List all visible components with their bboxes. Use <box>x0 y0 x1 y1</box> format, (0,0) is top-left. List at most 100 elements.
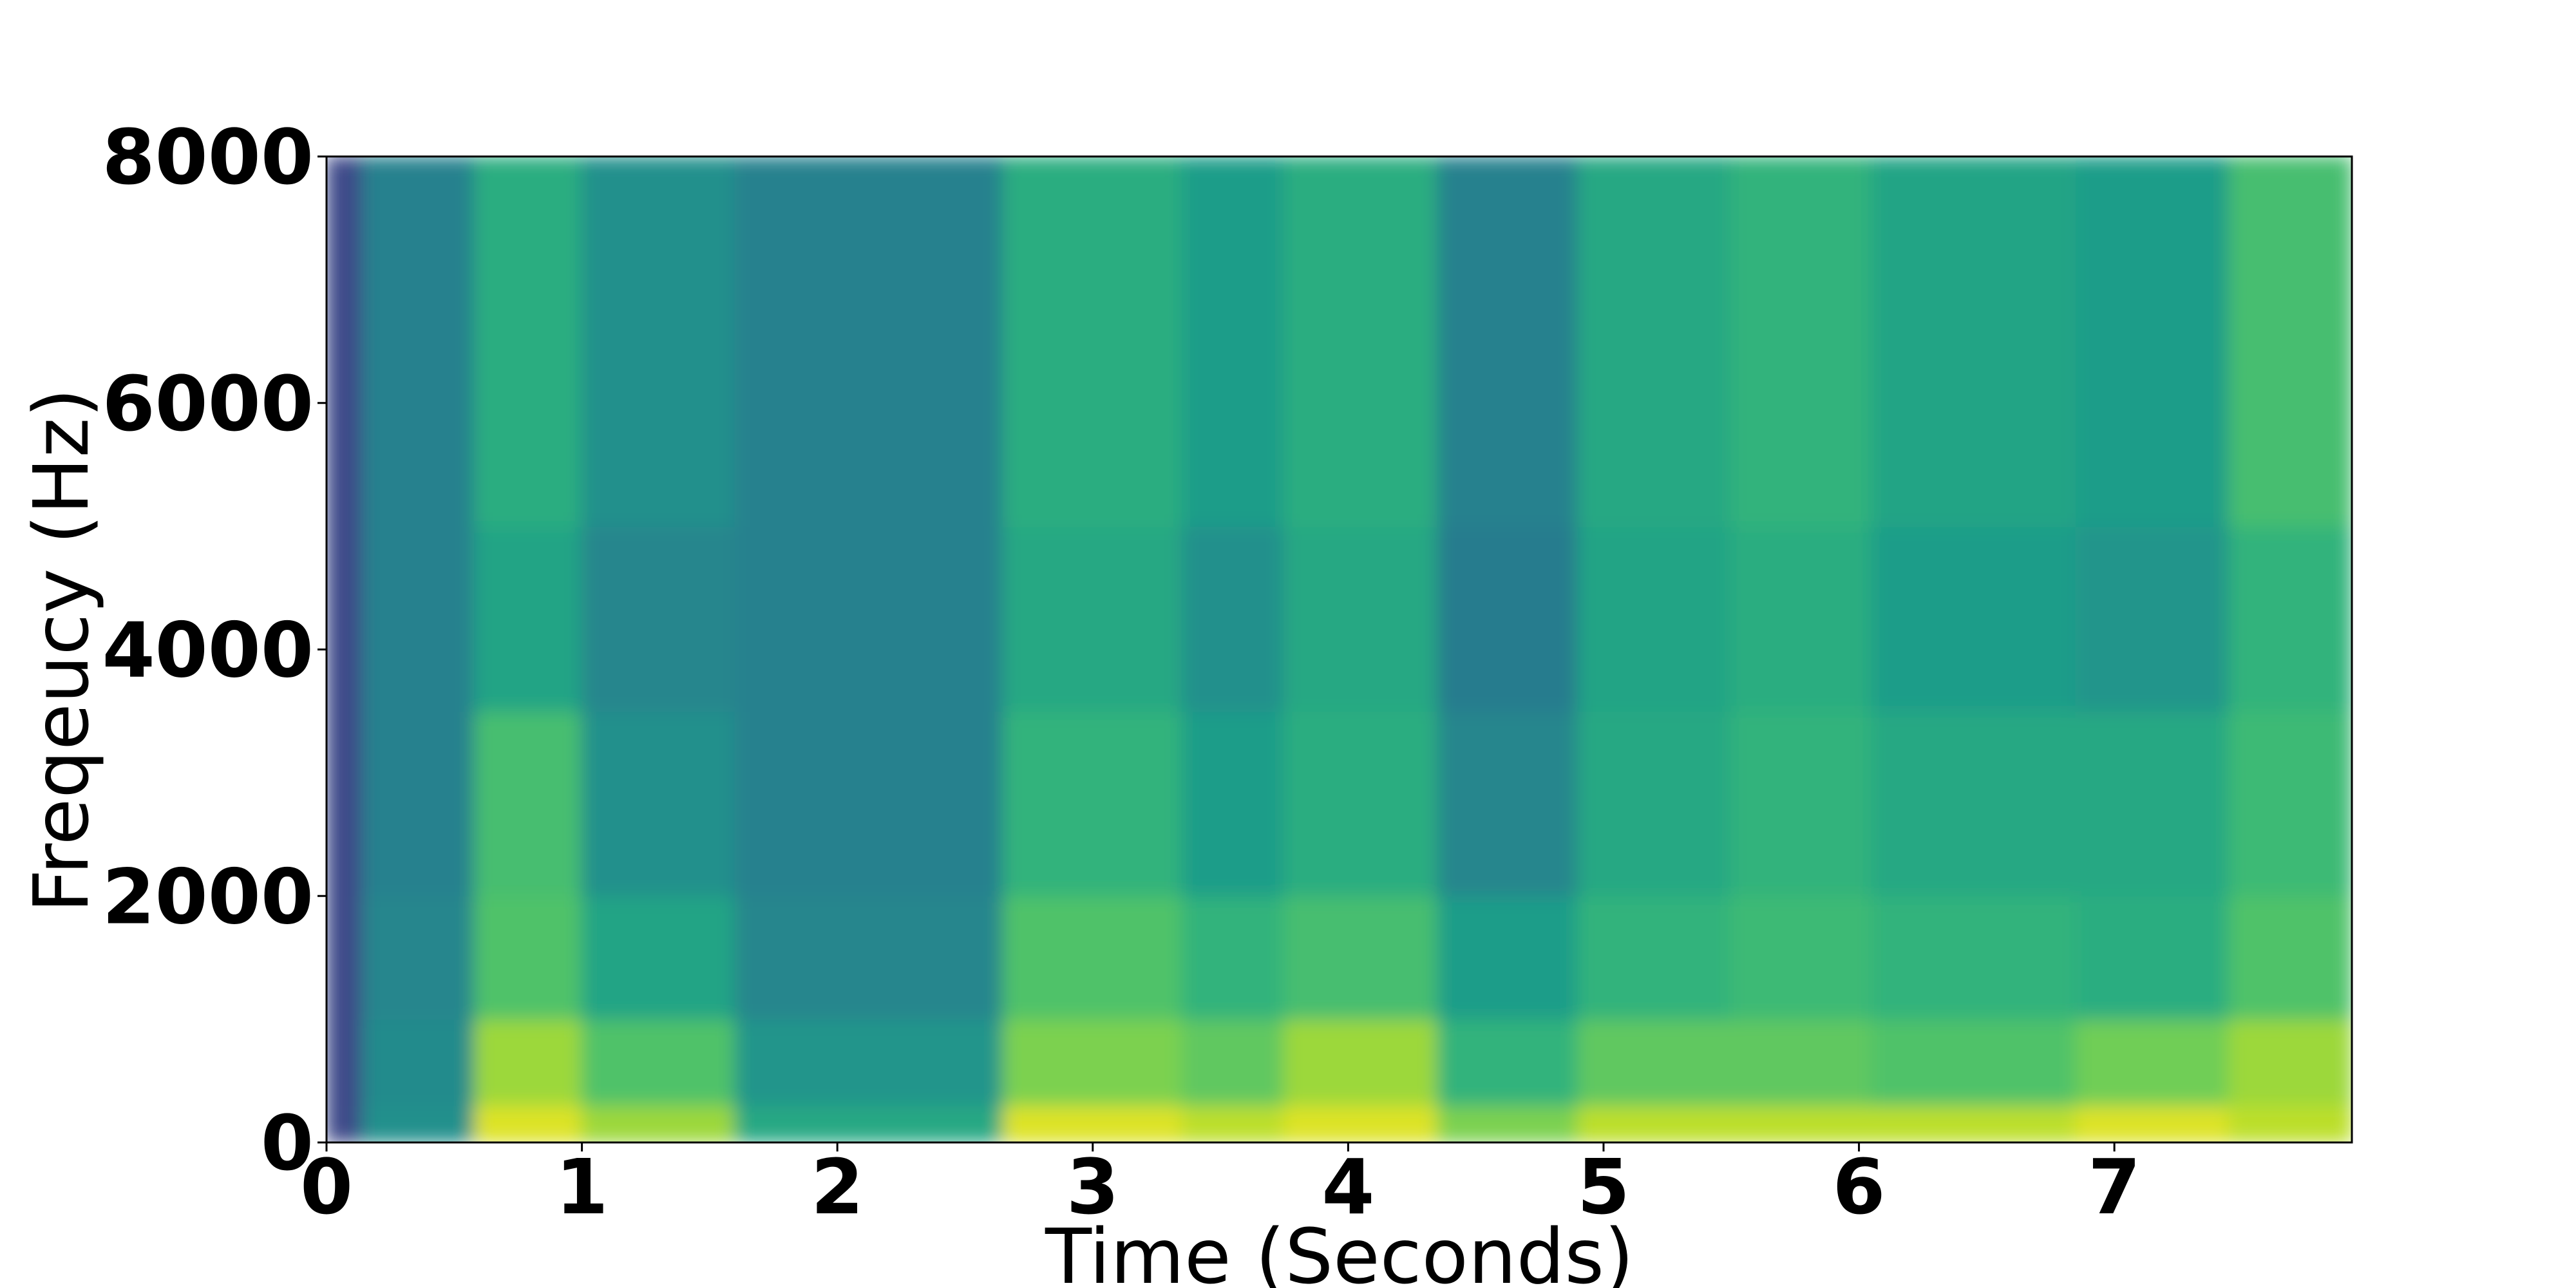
spectrogram-cell <box>1577 1104 1732 1142</box>
spectrogram-cell <box>1871 895 2077 1020</box>
spectrogram-cell <box>1181 710 1285 897</box>
spectrogram-cell <box>1437 710 1579 897</box>
spectrogram-cell <box>734 1104 1004 1142</box>
spectrogram-cell <box>1283 156 1439 527</box>
spectrogram-cell <box>327 526 363 712</box>
y-tick-label: 6000 <box>102 359 314 448</box>
spectrogram-cell <box>1181 1018 1285 1106</box>
spectrogram-cell <box>1283 1104 1439 1142</box>
spectrogram-cell <box>474 1018 583 1106</box>
spectrogram-cell <box>2228 526 2352 712</box>
spectrogram-cell <box>581 895 736 1020</box>
spectrogram-cell <box>1002 1018 1183 1106</box>
spectrogram-cell <box>327 710 363 897</box>
x-tick-label: 7 <box>2088 1142 2141 1231</box>
spectrogram-cell <box>1002 895 1183 1020</box>
spectrogram-cell <box>1871 710 2077 897</box>
spectrogram-cell <box>1283 1018 1439 1106</box>
spectrogram-cell <box>327 1018 363 1106</box>
spectrogram <box>327 156 2352 1142</box>
spectrogram-cell <box>361 1018 476 1106</box>
y-tick-label: 8000 <box>102 113 314 202</box>
spectrogram-cell <box>1002 1104 1183 1142</box>
spectrogram-cell <box>1002 710 1183 897</box>
x-tick-label: 6 <box>1833 1142 1886 1231</box>
spectrogram-cell <box>1577 710 1732 897</box>
spectrogram-cell <box>1181 526 1285 712</box>
spectrogram-cell <box>2228 710 2352 897</box>
spectrogram-cell <box>2075 526 2230 712</box>
spectrogram-cell <box>734 1018 1004 1106</box>
spectrogram-cell <box>1002 156 1183 527</box>
spectrogram-cell <box>581 156 736 527</box>
spectrogram-cell <box>1437 895 1579 1020</box>
spectrogram-cell <box>2075 156 2230 527</box>
spectrogram-cell <box>1730 526 1873 712</box>
spectrogram-cell <box>734 156 1004 527</box>
spectrogram-cell <box>1437 1018 1579 1106</box>
spectrogram-cell <box>581 526 736 712</box>
spectrogram-cell <box>1181 1104 1285 1142</box>
spectrogram-cells <box>327 156 2352 1142</box>
spectrogram-cell <box>327 156 363 527</box>
spectrogram-cell <box>474 156 583 527</box>
spectrogram-cell <box>361 1104 476 1142</box>
spectrogram-cell <box>474 1104 583 1142</box>
spectrogram-cell <box>1181 156 1285 527</box>
y-axis-label: Freqeucy (Hz) <box>17 388 106 913</box>
spectrogram-cell <box>1437 156 1579 527</box>
x-tick-label: 4 <box>1321 1142 1374 1231</box>
spectrogram-cell <box>734 895 1004 1020</box>
spectrogram-cell <box>1730 1104 1873 1142</box>
spectrogram-cell <box>2075 1104 2230 1142</box>
spectrogram-cell <box>1871 156 2077 527</box>
y-tick-label: 4000 <box>102 606 314 695</box>
spectrogram-cell <box>1577 156 1732 527</box>
spectrogram-cell <box>1577 1018 1732 1106</box>
spectrogram-cell <box>2075 895 2230 1020</box>
spectrogram-cell <box>1181 895 1285 1020</box>
spectrogram-cell <box>1730 156 1873 527</box>
x-tick-label: 3 <box>1066 1142 1119 1231</box>
y-tick-label: 0 <box>261 1099 314 1188</box>
spectrogram-cell <box>2075 710 2230 897</box>
spectrogram-cell <box>1871 526 2077 712</box>
spectrogram-cell <box>581 1018 736 1106</box>
spectrogram-cell <box>1283 526 1439 712</box>
spectrogram-cell <box>2228 156 2352 527</box>
spectrogram-cell <box>2075 1018 2230 1106</box>
spectrogram-cell <box>474 526 583 712</box>
spectrogram-cell <box>1002 526 1183 712</box>
spectrogram-cell <box>1437 1104 1579 1142</box>
spectrogram-cell <box>1871 1104 2077 1142</box>
spectrogram-cell <box>734 526 1004 712</box>
spectrogram-cell <box>474 710 583 897</box>
spectrogram-cell <box>2228 1018 2352 1106</box>
spectrogram-cell <box>361 156 476 527</box>
spectrogram-cell <box>1730 710 1873 897</box>
spectrogram-cell <box>1871 1018 2077 1106</box>
spectrogram-cell <box>734 710 1004 897</box>
y-tick-label: 2000 <box>102 852 314 941</box>
spectrogram-cell <box>2228 895 2352 1020</box>
x-axis-label: Time (Seconds) <box>1045 1212 1634 1288</box>
spectrogram-cell <box>361 710 476 897</box>
spectrogram-cell <box>327 895 363 1020</box>
spectrogram-cell <box>2228 1104 2352 1142</box>
spectrogram-cell <box>1283 895 1439 1020</box>
spectrogram-cell <box>1577 526 1732 712</box>
spectrogram-cell <box>361 895 476 1020</box>
x-tick-label: 5 <box>1577 1142 1630 1231</box>
spectrogram-cell <box>361 526 476 712</box>
spectrogram-cell <box>1577 895 1732 1020</box>
spectrogram-cell <box>581 1104 736 1142</box>
spectrogram-cell <box>474 895 583 1020</box>
spectrogram-cell <box>581 710 736 897</box>
x-tick-label: 1 <box>556 1142 609 1231</box>
spectrogram-cell <box>327 1104 363 1142</box>
spectrogram-cell <box>1437 526 1579 712</box>
x-tick-label: 2 <box>811 1142 864 1231</box>
spectrogram-cell <box>1730 1018 1873 1106</box>
x-tick-label: 0 <box>300 1142 353 1231</box>
